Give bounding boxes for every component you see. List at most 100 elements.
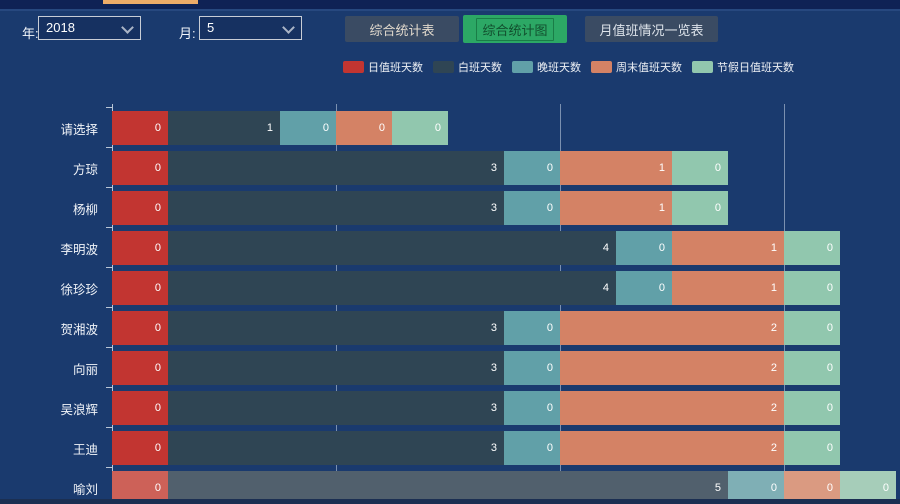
bar-segment[interactable]: 0 [112,191,168,225]
y-axis-tick [106,187,112,188]
bar-segment[interactable]: 0 [784,231,840,265]
legend-item-label: 白班天数 [458,62,502,74]
bar-segment[interactable]: 3 [168,191,504,225]
legend-item-1[interactable]: 白班天数 [433,59,502,75]
bar-segment[interactable]: 2 [560,311,784,345]
chart-legend: 日值班天数 白班天数 晚班天数 周末值班天数 节假日值班天数 [343,59,794,75]
bar-segment[interactable]: 0 [112,351,168,385]
bar-segment-value: 0 [826,482,833,494]
y-axis-label: 杨柳 [72,202,98,217]
bar-segment[interactable]: 0 [728,471,784,500]
bar-segment-value: 4 [602,242,609,254]
bar-segment[interactable]: 0 [672,151,728,185]
bar-segment[interactable]: 0 [504,431,560,465]
month-select-value: 5 [207,20,215,35]
bar-row: 0 3 0 1 0 [112,191,728,225]
bar-segment-value: 1 [770,282,777,294]
bar-segment[interactable]: 5 [168,471,728,500]
bar-segment[interactable]: 0 [784,471,840,500]
legend-item-label: 晚班天数 [537,62,581,74]
bar-segment-value: 2 [770,362,777,374]
bar-segment[interactable]: 0 [112,391,168,425]
bar-segment[interactable]: 0 [280,111,336,145]
bar-segment[interactable]: 0 [112,431,168,465]
bar-segment[interactable]: 0 [504,351,560,385]
bar-segment[interactable]: 2 [560,351,784,385]
bar-segment[interactable]: 0 [112,151,168,185]
bar-segment-value: 0 [154,162,161,174]
bar-segment-value: 3 [490,442,497,454]
bar-segment[interactable]: 2 [560,391,784,425]
bar-segment-value: 0 [154,122,161,134]
bar-segment[interactable]: 2 [560,431,784,465]
bar-segment[interactable]: 0 [672,191,728,225]
month-select[interactable]: 5 [199,16,302,40]
year-select[interactable]: 2018 [38,16,141,40]
legend-swatch-icon [433,61,454,73]
year-select-value: 2018 [46,20,75,35]
bar-segment[interactable]: 1 [672,271,784,305]
legend-item-4[interactable]: 节假日值班天数 [692,59,794,75]
bar-segment[interactable]: 0 [112,471,168,500]
legend-item-label: 日值班天数 [368,62,423,74]
bar-segment[interactable]: 0 [112,231,168,265]
bar-segment-value: 0 [546,202,553,214]
bar-segment-value: 0 [826,402,833,414]
bar-segment[interactable]: 3 [168,351,504,385]
legend-item-0[interactable]: 日值班天数 [343,59,423,75]
legend-swatch-icon [343,61,364,73]
bar-segment[interactable]: 4 [168,231,616,265]
legend-item-label: 周末值班天数 [616,62,682,74]
bar-segment-value: 0 [546,362,553,374]
bar-segment[interactable]: 0 [112,271,168,305]
bar-segment[interactable]: 3 [168,431,504,465]
legend-item-2[interactable]: 晚班天数 [512,59,581,75]
bar-segment-value: 3 [490,402,497,414]
bar-segment[interactable]: 0 [784,391,840,425]
legend-item-label: 节假日值班天数 [717,62,794,74]
bar-segment-value: 4 [602,282,609,294]
bar-segment[interactable]: 0 [784,431,840,465]
bar-segment[interactable]: 1 [168,111,280,145]
bar-segment[interactable]: 3 [168,391,504,425]
bar-segment[interactable]: 0 [504,191,560,225]
summary-table-button[interactable]: 综合统计表 [345,16,459,42]
bar-segment-value: 0 [546,442,553,454]
bar-segment[interactable]: 3 [168,311,504,345]
y-axis-label: 贺湘波 [60,322,98,337]
bar-row: 0 5 0 0 0 [112,471,896,500]
bar-segment[interactable]: 0 [840,471,896,500]
legend-item-3[interactable]: 周末值班天数 [591,59,682,75]
bar-row: 0 1 0 0 0 [112,111,448,145]
bar-segment[interactable]: 0 [504,151,560,185]
bar-segment-value: 0 [546,402,553,414]
bar-segment[interactable]: 0 [616,271,672,305]
bar-segment[interactable]: 0 [504,391,560,425]
summary-chart-button[interactable]: 综合统计图 [463,15,567,43]
bar-segment[interactable]: 0 [112,111,168,145]
bar-segment[interactable]: 0 [784,271,840,305]
bar-segment[interactable]: 3 [168,151,504,185]
bar-segment-value: 0 [154,202,161,214]
bar-segment[interactable]: 0 [616,231,672,265]
bar-segment[interactable]: 0 [112,311,168,345]
bar-segment-value: 0 [154,322,161,334]
bar-segment[interactable]: 0 [784,351,840,385]
bar-segment-value: 0 [826,442,833,454]
bar-row: 0 4 0 1 0 [112,231,840,265]
bar-segment[interactable]: 4 [168,271,616,305]
top-strip-divider [0,9,900,11]
bar-segment[interactable]: 0 [392,111,448,145]
y-axis-tick [106,107,112,108]
bar-segment-value: 5 [714,482,721,494]
bar-segment[interactable]: 0 [784,311,840,345]
bar-segment[interactable]: 1 [560,151,672,185]
bar-segment[interactable]: 0 [504,311,560,345]
bar-segment-value: 1 [266,122,273,134]
y-axis-tick [106,467,112,468]
monthly-duty-overview-button[interactable]: 月值班情况一览表 [585,16,718,42]
bar-segment-value: 0 [378,122,385,134]
bar-segment[interactable]: 1 [672,231,784,265]
bar-segment[interactable]: 0 [336,111,392,145]
bar-segment[interactable]: 1 [560,191,672,225]
